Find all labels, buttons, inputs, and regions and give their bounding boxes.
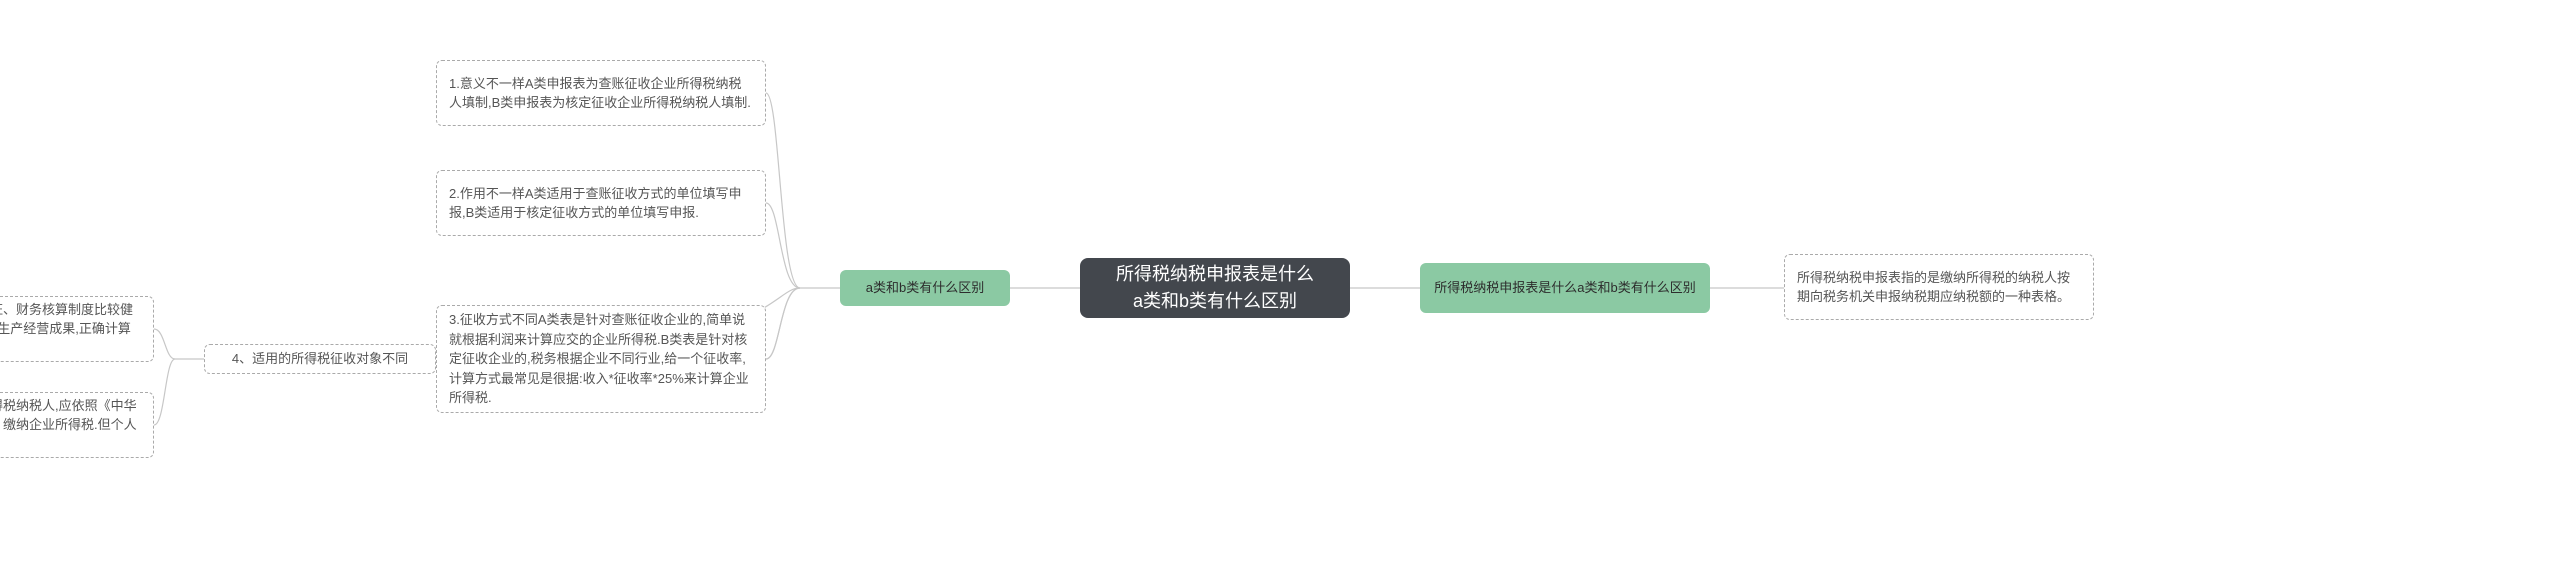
center-text: 所得税纳税申报表是什么 a类和b类有什么区别 — [1116, 261, 1314, 315]
left-branch-text: a类和b类有什么区别 — [866, 278, 984, 298]
left-item-4-child-1: 查账征收适用于账簿、凭证、财务核算制度比较健全,能够据以如实核算,反映生产经营成… — [0, 296, 154, 362]
right-leaf-text: 所得税纳税申报表指的是缴纳所得税的纳税人按期向税务机关申报纳税期应纳税额的一种表… — [1797, 268, 2081, 307]
left-item-2: 2.作用不一样A类适用于查账征收方式的单位填写申报,B类适用于核定征收方式的单位… — [436, 170, 766, 236]
left-item-1: 1.意义不一样A类申报表为查账征收企业所得税纳税人填制,B类申报表为核定征收企业… — [436, 60, 766, 126]
left-item-4: 4、适用的所得税征收对象不同 — [204, 344, 436, 374]
right-leaf: 所得税纳税申报表指的是缴纳所得税的纳税人按期向税务机关申报纳税期应纳税额的一种表… — [1784, 254, 2094, 320]
left-item-4-child-2-text: 核定征收税款作为企业所得税纳税人,应依照《中华人民共和国企业所得税法》缴纳企业所… — [0, 396, 141, 455]
right-branch: 所得税纳税申报表是什么a类和b类有什么区别 — [1420, 263, 1710, 313]
left-item-4-child-2: 核定征收税款作为企业所得税纳税人,应依照《中华人民共和国企业所得税法》缴纳企业所… — [0, 392, 154, 458]
left-item-4-text: 4、适用的所得税征收对象不同 — [232, 349, 408, 369]
right-branch-text: 所得税纳税申报表是什么a类和b类有什么区别 — [1434, 278, 1695, 298]
left-item-2-text: 2.作用不一样A类适用于查账征收方式的单位填写申报,B类适用于核定征收方式的单位… — [449, 184, 753, 223]
left-item-4-child-1-text: 查账征收适用于账簿、凭证、财务核算制度比较健全,能够据以如实核算,反映生产经营成… — [0, 300, 141, 359]
left-branch: a类和b类有什么区别 — [840, 270, 1010, 306]
left-item-3-text: 3.征收方式不同A类表是针对查账征收企业的,简单说就根据利润来计算应交的企业所得… — [449, 310, 753, 408]
left-item-1-text: 1.意义不一样A类申报表为查账征收企业所得税纳税人填制,B类申报表为核定征收企业… — [449, 74, 753, 113]
center-node: 所得税纳税申报表是什么 a类和b类有什么区别 — [1080, 258, 1350, 318]
left-item-3: 3.征收方式不同A类表是针对查账征收企业的,简单说就根据利润来计算应交的企业所得… — [436, 305, 766, 413]
